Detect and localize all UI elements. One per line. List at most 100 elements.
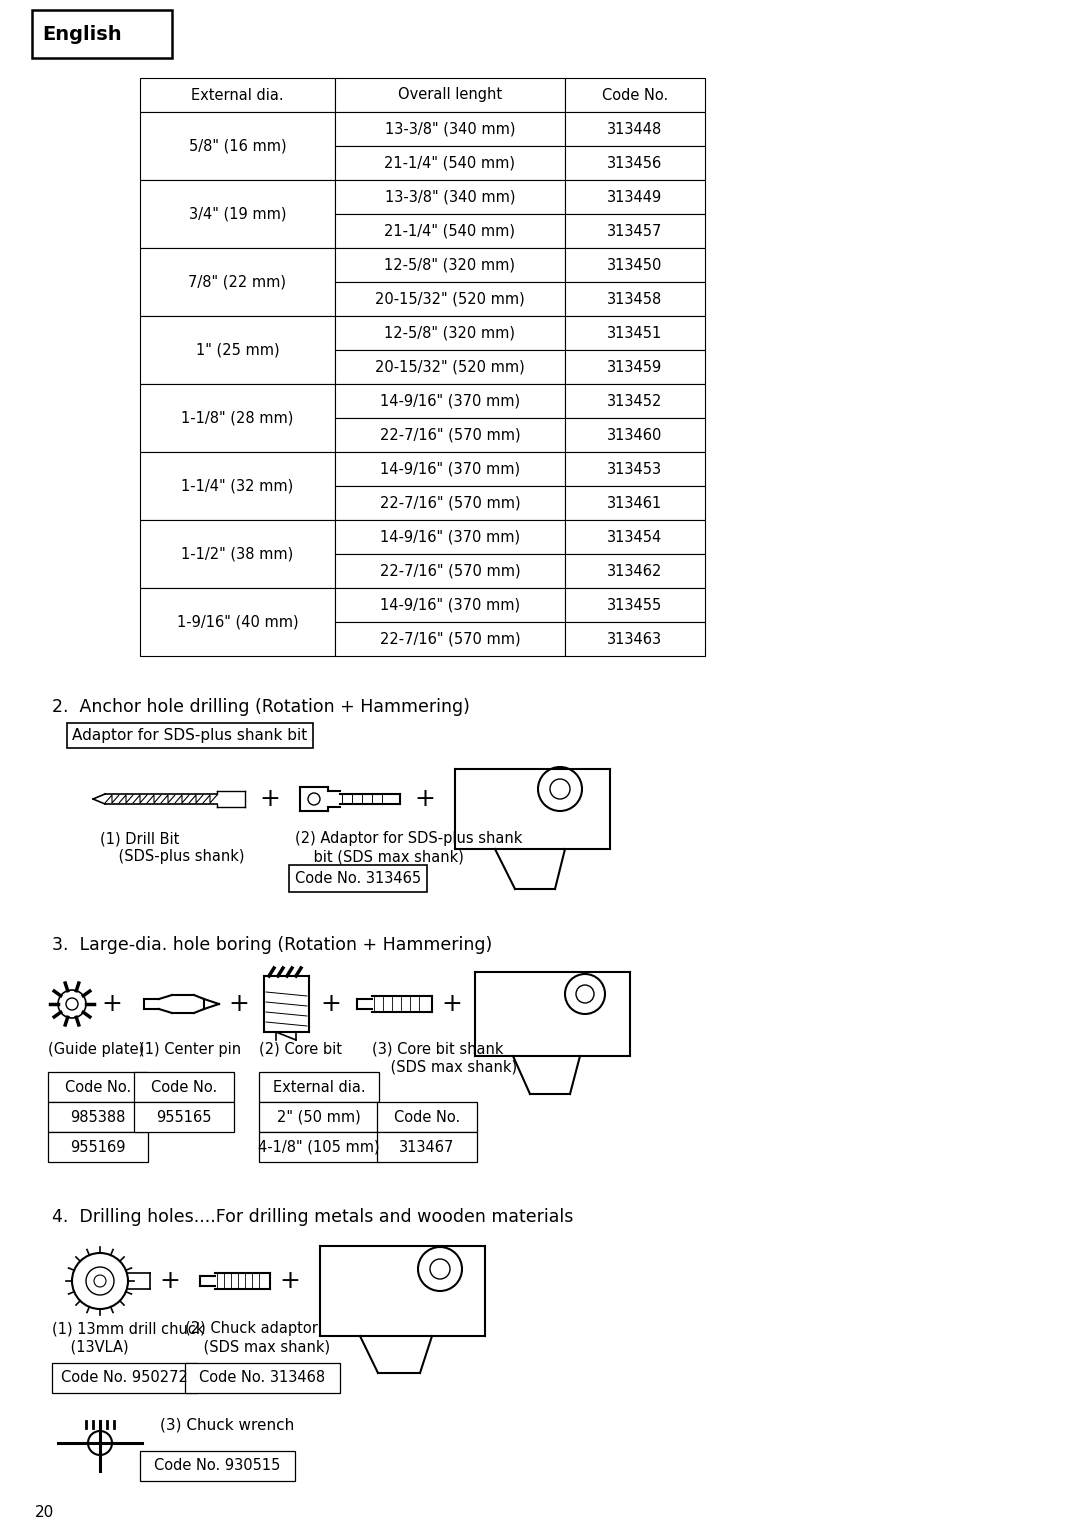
- Text: 313448: 313448: [607, 121, 663, 136]
- Text: (13VLA): (13VLA): [52, 1339, 129, 1355]
- Text: bit (SDS max shank): bit (SDS max shank): [295, 849, 464, 864]
- Circle shape: [418, 1248, 462, 1290]
- Bar: [140, 112, 335, 180]
- Text: 4.  Drilling holes....For drilling metals and wooden materials: 4. Drilling holes....For drilling metals…: [52, 1208, 573, 1226]
- Bar: [565, 248, 705, 281]
- Text: Overall lenght: Overall lenght: [397, 87, 502, 102]
- Bar: [335, 453, 565, 486]
- Circle shape: [538, 768, 582, 810]
- Text: 313452: 313452: [607, 393, 663, 408]
- Text: Code No. 950272: Code No. 950272: [62, 1370, 188, 1385]
- Text: 13-3/8" (340 mm): 13-3/8" (340 mm): [384, 121, 515, 136]
- Text: 14-9/16" (370 mm): 14-9/16" (370 mm): [380, 393, 521, 408]
- Text: 1-9/16" (40 mm): 1-9/16" (40 mm): [177, 615, 298, 630]
- Text: +: +: [442, 992, 462, 1015]
- Bar: [565, 145, 705, 180]
- Text: 313461: 313461: [607, 495, 663, 511]
- Text: Code No.: Code No.: [394, 1110, 460, 1124]
- Text: English: English: [42, 24, 122, 43]
- Bar: [335, 214, 565, 248]
- Text: 22-7/16" (570 mm): 22-7/16" (570 mm): [380, 564, 521, 578]
- Text: +: +: [280, 1269, 300, 1294]
- Circle shape: [576, 985, 594, 1003]
- Text: +: +: [160, 1269, 180, 1294]
- Text: 1-1/4" (32 mm): 1-1/4" (32 mm): [181, 479, 294, 494]
- Bar: [335, 281, 565, 317]
- Text: 5/8" (16 mm): 5/8" (16 mm): [189, 139, 286, 153]
- Text: +: +: [415, 787, 435, 810]
- Text: 313463: 313463: [607, 631, 662, 647]
- Bar: [134, 1102, 234, 1131]
- Text: 313462: 313462: [607, 564, 663, 578]
- Text: 12-5/8" (320 mm): 12-5/8" (320 mm): [384, 326, 515, 341]
- Bar: [565, 417, 705, 453]
- Circle shape: [565, 974, 605, 1014]
- Bar: [335, 145, 565, 180]
- Text: 313458: 313458: [607, 292, 663, 306]
- Text: 22-7/16" (570 mm): 22-7/16" (570 mm): [380, 631, 521, 647]
- Circle shape: [550, 778, 570, 800]
- Bar: [335, 78, 565, 112]
- Bar: [335, 553, 565, 589]
- Text: (SDS max shank): (SDS max shank): [372, 1060, 517, 1075]
- Text: 1" (25 mm): 1" (25 mm): [195, 342, 280, 358]
- Bar: [565, 180, 705, 214]
- Text: Code No. 930515: Code No. 930515: [154, 1459, 281, 1474]
- Text: +: +: [102, 992, 122, 1015]
- Text: +: +: [321, 992, 341, 1015]
- Bar: [140, 520, 335, 589]
- Circle shape: [87, 1431, 112, 1456]
- Text: 22-7/16" (570 mm): 22-7/16" (570 mm): [380, 428, 521, 442]
- Bar: [565, 112, 705, 145]
- Text: Adaptor for SDS-plus shank bit: Adaptor for SDS-plus shank bit: [72, 728, 307, 743]
- Bar: [565, 214, 705, 248]
- Bar: [335, 112, 565, 145]
- Text: +: +: [229, 992, 249, 1015]
- Text: 313455: 313455: [607, 598, 663, 613]
- Bar: [335, 317, 565, 350]
- Text: 1-1/8" (28 mm): 1-1/8" (28 mm): [181, 410, 294, 425]
- Bar: [140, 384, 335, 453]
- Text: 313449: 313449: [607, 190, 663, 205]
- Text: 955169: 955169: [70, 1139, 125, 1154]
- Text: +: +: [259, 787, 281, 810]
- Text: 313451: 313451: [607, 326, 663, 341]
- Text: 4-1/8" (105 mm): 4-1/8" (105 mm): [258, 1139, 380, 1154]
- Bar: [335, 248, 565, 281]
- Bar: [134, 1072, 234, 1102]
- Text: (SDS max shank): (SDS max shank): [185, 1339, 330, 1355]
- Bar: [335, 520, 565, 553]
- Bar: [140, 453, 335, 520]
- Text: 3/4" (19 mm): 3/4" (19 mm): [189, 206, 286, 222]
- Bar: [140, 78, 335, 112]
- Bar: [377, 1102, 477, 1131]
- Text: (1) Center pin: (1) Center pin: [139, 1041, 241, 1057]
- Circle shape: [72, 1252, 129, 1309]
- Bar: [335, 622, 565, 656]
- Text: (3) Core bit shank: (3) Core bit shank: [372, 1041, 503, 1057]
- Text: 7/8" (22 mm): 7/8" (22 mm): [189, 275, 286, 289]
- Bar: [565, 384, 705, 417]
- Text: (3) Chuck wrench: (3) Chuck wrench: [160, 1417, 294, 1433]
- Bar: [140, 1451, 295, 1482]
- Bar: [565, 350, 705, 384]
- Bar: [48, 1131, 148, 1162]
- Circle shape: [58, 989, 86, 1018]
- Text: 14-9/16" (370 mm): 14-9/16" (370 mm): [380, 462, 521, 477]
- Text: External dia.: External dia.: [272, 1079, 365, 1095]
- Text: 313467: 313467: [400, 1139, 455, 1154]
- Text: 2.  Anchor hole drilling (Rotation + Hammering): 2. Anchor hole drilling (Rotation + Hamm…: [52, 699, 470, 716]
- Text: (2) Chuck adaptor: (2) Chuck adaptor: [185, 1321, 318, 1336]
- Bar: [565, 622, 705, 656]
- Text: 2" (50 mm): 2" (50 mm): [278, 1110, 361, 1124]
- Text: Code No.: Code No.: [151, 1079, 217, 1095]
- Bar: [335, 384, 565, 417]
- Circle shape: [86, 1268, 114, 1295]
- Text: 21-1/4" (540 mm): 21-1/4" (540 mm): [384, 156, 515, 171]
- Bar: [259, 1072, 379, 1102]
- Text: External dia.: External dia.: [191, 87, 284, 102]
- Text: 313453: 313453: [607, 462, 662, 477]
- Text: 13-3/8" (340 mm): 13-3/8" (340 mm): [384, 190, 515, 205]
- Bar: [335, 589, 565, 622]
- Bar: [565, 78, 705, 112]
